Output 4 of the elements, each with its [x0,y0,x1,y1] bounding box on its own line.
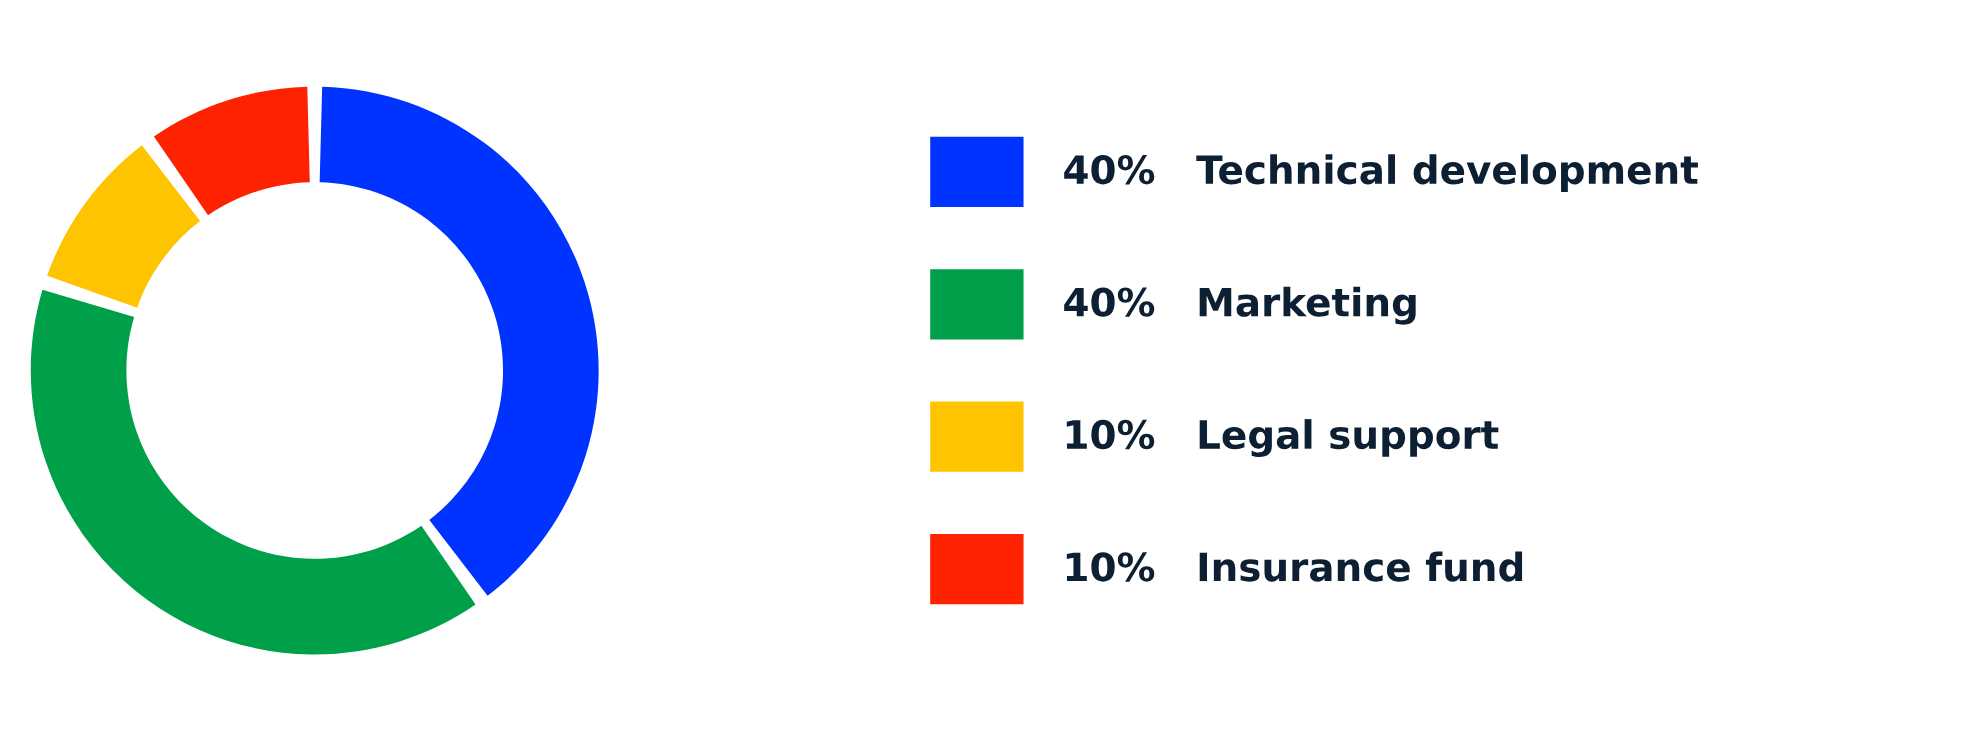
legend-label: 40% Technical development [1064,154,1698,192]
legend-label: 40% Marketing [1064,286,1416,325]
legend-label: 10% Legal support [1066,419,1499,458]
legend-label: 10% Insurance fund [1066,551,1523,582]
